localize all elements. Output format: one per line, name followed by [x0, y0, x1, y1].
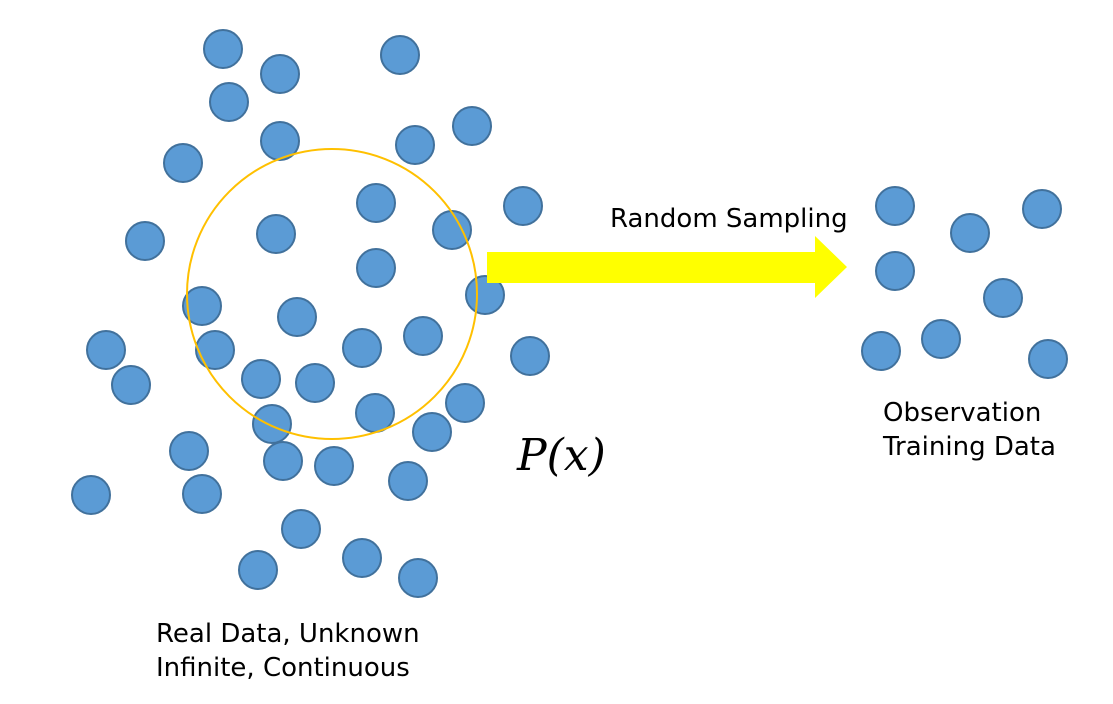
real-data-point	[342, 328, 382, 368]
observation-data-point	[875, 251, 915, 291]
real-data-point	[281, 509, 321, 549]
real-data-point	[111, 365, 151, 405]
real-data-point	[356, 248, 396, 288]
observation-data-point	[1028, 339, 1068, 379]
observation-data-points	[861, 186, 1068, 379]
real-data-point	[125, 221, 165, 261]
random-sampling-arrow	[487, 236, 847, 298]
real-data-label: Real Data, Unknown	[156, 619, 420, 649]
real-data-point	[277, 297, 317, 337]
real-data-point	[182, 286, 222, 326]
real-data-point	[432, 210, 472, 250]
real-data-point	[260, 54, 300, 94]
real-data-point	[510, 336, 550, 376]
real-data-point	[380, 35, 420, 75]
real-data-point	[241, 359, 281, 399]
real-data-point	[452, 106, 492, 146]
real-data-point	[203, 29, 243, 69]
real-data-point	[260, 121, 300, 161]
real-data-point	[395, 125, 435, 165]
real-data-point	[503, 186, 543, 226]
observation-data-point	[921, 319, 961, 359]
observation-data-point	[875, 186, 915, 226]
real-data-point	[209, 82, 249, 122]
observation-label: Observation	[883, 398, 1042, 428]
real-data-point	[295, 363, 335, 403]
observation-data-point	[1022, 189, 1062, 229]
real-data-point	[355, 393, 395, 433]
real-data-point	[342, 538, 382, 578]
real-data-point	[445, 383, 485, 423]
real-data-point	[238, 550, 278, 590]
real-data-point	[195, 330, 235, 370]
sample-region-circle	[186, 148, 478, 440]
observation-data-point	[861, 331, 901, 371]
observation-data-point	[983, 278, 1023, 318]
real-data-point	[403, 316, 443, 356]
real-data-point	[398, 558, 438, 598]
real-data-point	[169, 431, 209, 471]
real-data-point	[412, 412, 452, 452]
real-data-point	[256, 214, 296, 254]
real-data-point	[71, 475, 111, 515]
infinite-continuous-label: Infinite, Continuous	[156, 653, 410, 683]
real-data-point	[182, 474, 222, 514]
real-data-point	[263, 441, 303, 481]
real-data-point	[356, 183, 396, 223]
training-data-label: Training Data	[883, 432, 1056, 462]
observation-data-point	[950, 213, 990, 253]
real-data-points	[71, 29, 550, 598]
real-data-point	[163, 143, 203, 183]
real-data-point	[314, 446, 354, 486]
real-data-point	[252, 404, 292, 444]
random-sampling-label: Random Sampling	[610, 204, 848, 234]
real-data-point	[86, 330, 126, 370]
distribution-label: P(x)	[517, 430, 606, 481]
real-data-point	[388, 461, 428, 501]
real-data-point	[465, 275, 505, 315]
